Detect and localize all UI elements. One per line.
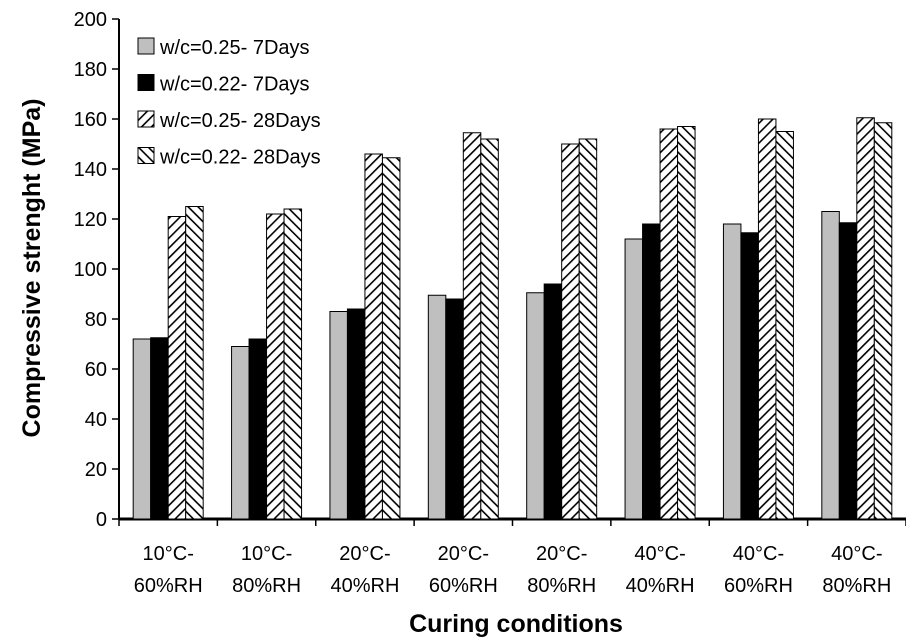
x-tick-label: 10°C- bbox=[241, 543, 292, 565]
x-tick-label: 20°C- bbox=[438, 543, 489, 565]
bar-series1-cat5 bbox=[526, 292, 545, 520]
x-tick-label: 10°C- bbox=[143, 543, 194, 565]
bar-series3-cat5 bbox=[561, 143, 580, 520]
x-tick-label: 60%RH bbox=[724, 575, 793, 597]
x-tick-label: 20°C- bbox=[339, 543, 390, 565]
x-tick-label: 40°C- bbox=[831, 543, 882, 565]
y-tick-label: 120 bbox=[74, 209, 107, 231]
y-tick-label: 20 bbox=[85, 459, 107, 481]
y-tick-label: 160 bbox=[74, 109, 107, 131]
bar-series2-cat7 bbox=[740, 232, 759, 520]
bar-series2-cat4 bbox=[445, 298, 464, 520]
bar-series4-cat5 bbox=[578, 138, 598, 520]
bar-series4-cat3 bbox=[381, 157, 401, 520]
x-tick-label: 40%RH bbox=[626, 575, 695, 597]
bar-series3-cat3 bbox=[364, 153, 383, 520]
bar-series1-cat7 bbox=[722, 223, 742, 520]
y-tick-label: 0 bbox=[96, 509, 107, 531]
bar-series2-cat2 bbox=[248, 338, 268, 520]
bar-series4-cat4 bbox=[480, 138, 499, 520]
x-tick-label: 60%RH bbox=[134, 575, 203, 597]
x-tick-label: 80%RH bbox=[527, 575, 596, 597]
bar-series1-cat1 bbox=[132, 338, 152, 520]
bar-series3-cat8 bbox=[856, 117, 875, 520]
bar-series2-cat8 bbox=[838, 222, 858, 520]
bar-series1-cat4 bbox=[427, 294, 447, 520]
bar-series2-cat6 bbox=[642, 223, 661, 520]
y-axis: 0 20 40 60 80 100 120 140 160 180 200 bbox=[74, 9, 120, 531]
x-tick-label: 80%RH bbox=[232, 575, 301, 597]
y-tick-label: 40 bbox=[85, 409, 107, 431]
legend-entry: w/c=0.22- 7Days bbox=[159, 74, 310, 96]
category-labels: 10°C- 60%RH 10°C- 80%RH 20°C- 40%RH 20°C- 60%RH… bbox=[134, 543, 892, 597]
bar-series2-cat5 bbox=[543, 283, 563, 520]
bar-series1-cat6 bbox=[624, 238, 644, 520]
x-tick-label: 40%RH bbox=[330, 575, 399, 597]
x-tick-label: 20°C- bbox=[536, 543, 587, 565]
y-tick-label: 140 bbox=[74, 159, 107, 181]
x-tick-label: 40°C- bbox=[634, 543, 685, 565]
bar-series4-cat8 bbox=[873, 122, 893, 520]
bar-series3-cat6 bbox=[659, 128, 679, 520]
x-axis-title: Curing conditions bbox=[409, 610, 623, 638]
bar-series3-cat4 bbox=[462, 132, 482, 520]
y-tick-label: 180 bbox=[74, 59, 107, 81]
x-tick-label: 60%RH bbox=[429, 575, 498, 597]
y-tick-label: 80 bbox=[85, 309, 107, 331]
legend-entry: w/c=0.22- 28Days bbox=[159, 147, 321, 169]
bar-series3-cat7 bbox=[757, 118, 777, 520]
y-tick-label: 100 bbox=[74, 259, 107, 281]
bar-series4-cat1 bbox=[185, 206, 204, 520]
legend-swatch bbox=[137, 110, 155, 128]
y-tick-label: 200 bbox=[74, 9, 107, 31]
y-axis-title: Compressive strenght (MPa) bbox=[18, 99, 46, 438]
bar-series4-cat2 bbox=[283, 208, 303, 520]
legend-swatch bbox=[137, 147, 155, 164]
bar-series3-cat1 bbox=[167, 216, 187, 520]
bar-series4-cat7 bbox=[775, 131, 794, 520]
bar-series4-cat6 bbox=[677, 126, 696, 520]
legend-entry: w/c=0.25- 28Days bbox=[159, 110, 321, 132]
legend-swatch bbox=[137, 37, 155, 55]
bar-series2-cat3 bbox=[346, 308, 366, 520]
bar-series3-cat2 bbox=[266, 213, 285, 520]
x-tick-label: 40°C- bbox=[733, 543, 784, 565]
y-tick-label: 60 bbox=[85, 359, 107, 381]
bar-series1-cat8 bbox=[821, 211, 840, 520]
bar-series2-cat1 bbox=[150, 337, 169, 520]
x-axis bbox=[118, 517, 906, 526]
bar-series1-cat3 bbox=[329, 311, 348, 520]
legend-entry: w/c=0.25- 7Days bbox=[159, 37, 310, 59]
x-tick-label: 80%RH bbox=[822, 575, 891, 597]
bars bbox=[132, 117, 893, 520]
bar-series1-cat2 bbox=[231, 346, 250, 520]
legend-swatch bbox=[137, 74, 155, 91]
legend: w/c=0.25- 7Days w/c=0.22- 7Days w/c=0.25- … bbox=[137, 37, 321, 169]
